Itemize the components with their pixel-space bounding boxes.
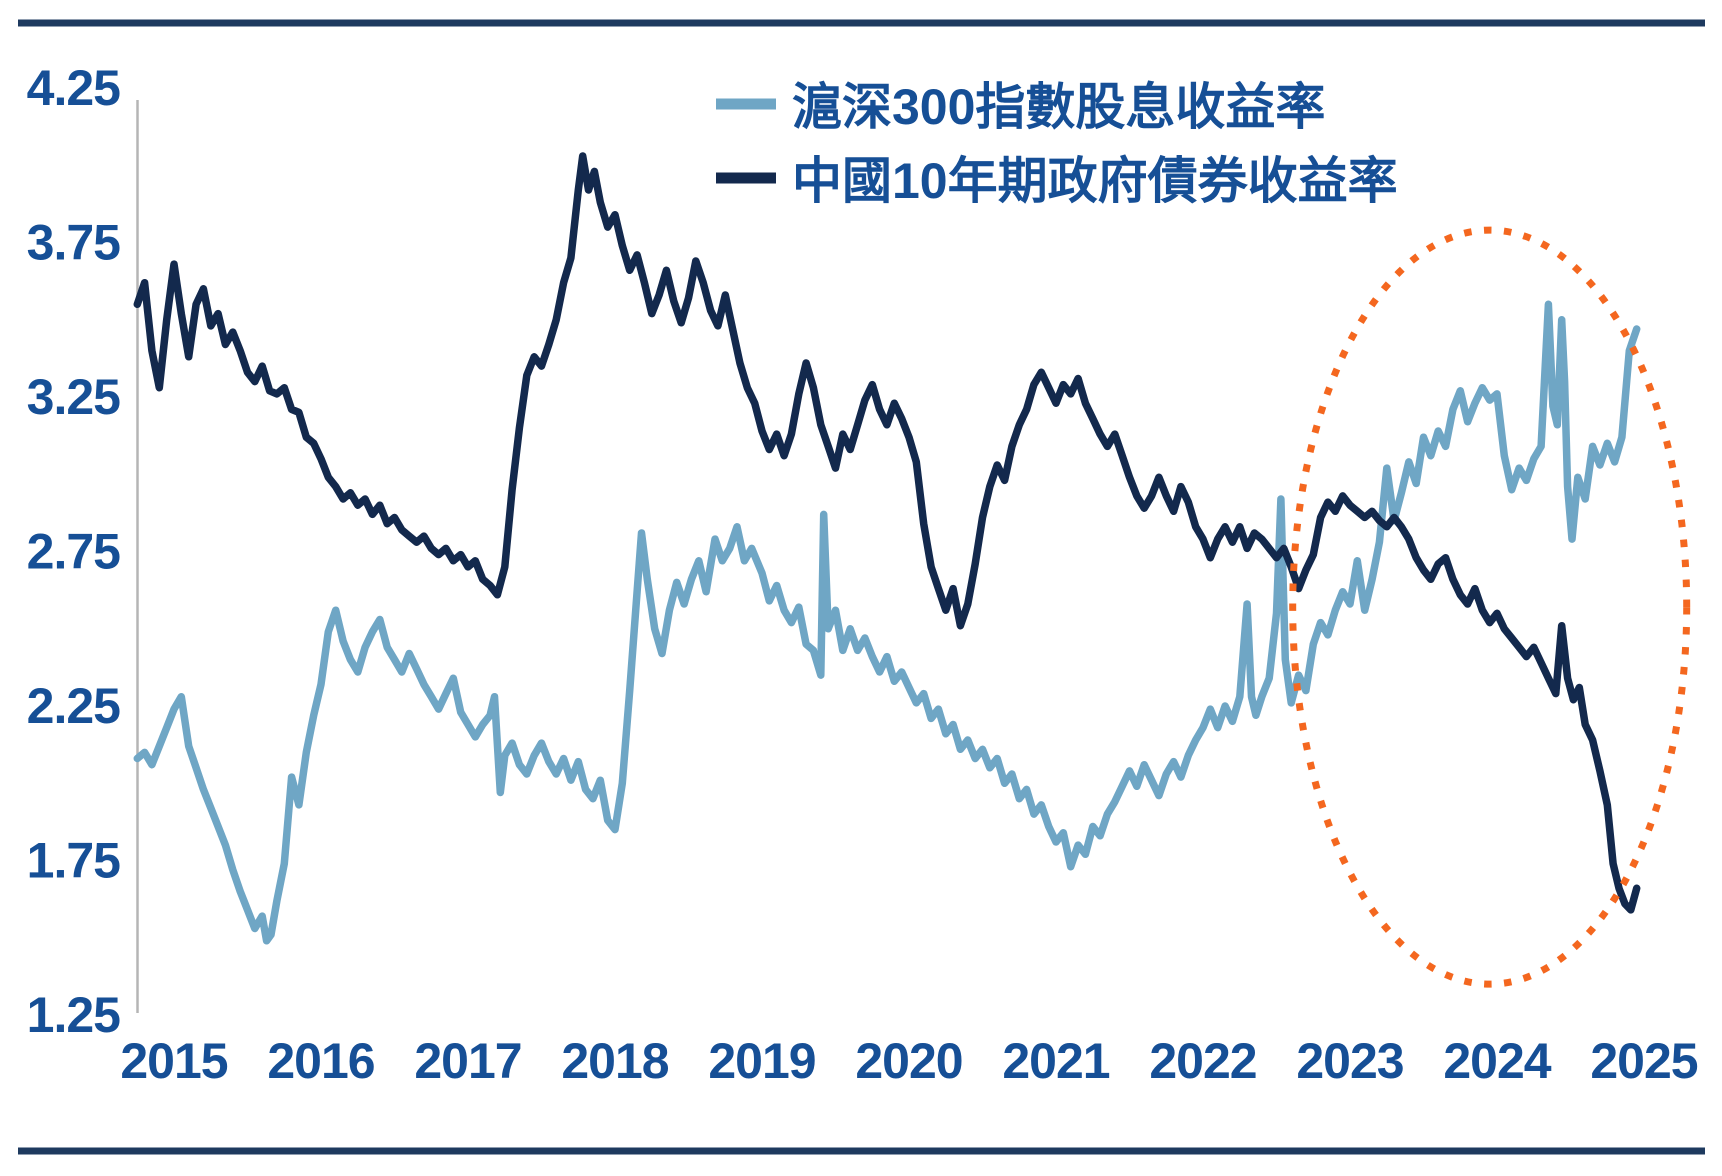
- y-axis-tick-label: 2.25: [27, 678, 121, 734]
- y-axis-tick-label: 1.25: [27, 987, 121, 1043]
- legend-label-cgb10y: 中國10年期政府債券收益率: [792, 153, 1398, 209]
- x-axis-tick-label: 2020: [855, 1033, 962, 1089]
- y-axis-tick-labels: 4.25 3.75 3.25 2.75 2.25 1.75 1.25: [27, 60, 122, 1043]
- x-axis-tick-label: 2021: [1002, 1033, 1109, 1089]
- legend-label-csi300: 滬深300指數股息收益率: [792, 79, 1325, 135]
- y-axis-tick-label: 2.75: [27, 524, 121, 580]
- highlight-ellipse-annotation: [1289, 226, 1691, 988]
- y-axis-tick-label: 3.75: [27, 215, 121, 271]
- x-axis-tick-label: 2015: [120, 1033, 227, 1089]
- csi300-dividend-yield-line: [133, 300, 1641, 945]
- x-axis-tick-label: 2022: [1149, 1033, 1256, 1089]
- y-axis-tick-label: 1.75: [27, 833, 121, 889]
- x-axis-tick-labels: 2015 2016 2017 2018 2019 2020 2021 2022 2023 2024…: [120, 1033, 1698, 1089]
- x-axis-tick-label: 2016: [267, 1033, 374, 1089]
- legend: 滬深300指數股息收益率 中國10年期政府債券收益率: [716, 79, 1398, 209]
- y-axis-tick-label: 4.25: [27, 60, 121, 116]
- x-axis-tick-label: 2023: [1296, 1033, 1403, 1089]
- plot-series: [133, 152, 1641, 945]
- x-axis-tick-label: 2017: [414, 1033, 521, 1089]
- x-axis-tick-label: 2024: [1443, 1033, 1551, 1089]
- x-axis-tick-label: 2025: [1590, 1033, 1697, 1089]
- china-10y-bond-yield-line: [133, 152, 1641, 914]
- x-axis-tick-label: 2019: [708, 1033, 815, 1089]
- y-axis-tick-label: 3.25: [27, 369, 121, 425]
- x-axis-tick-label: 2018: [561, 1033, 668, 1089]
